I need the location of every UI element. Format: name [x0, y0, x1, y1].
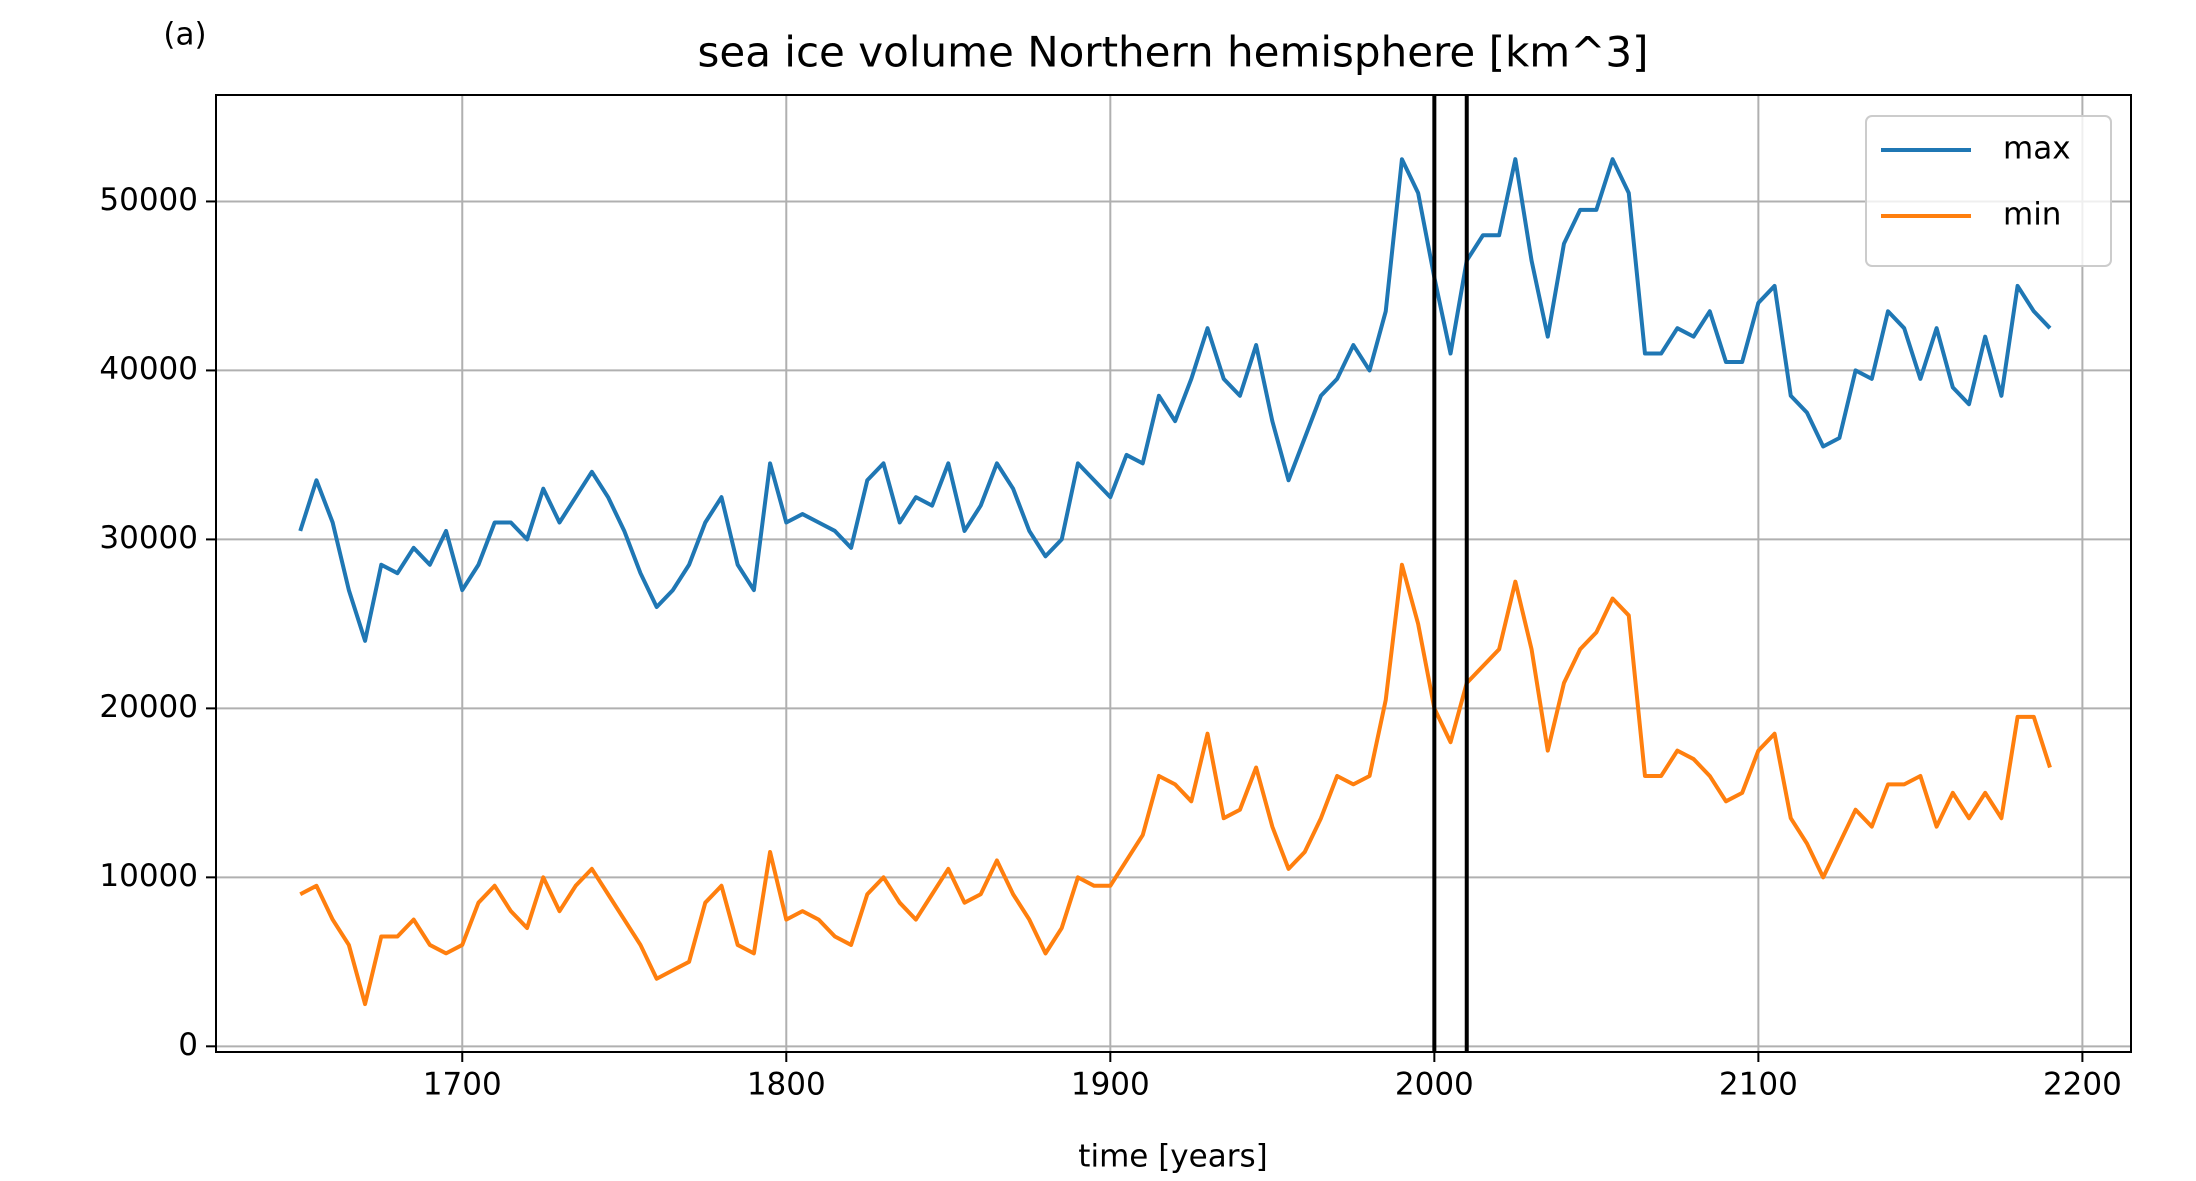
x-tick-label: 1900	[1071, 1067, 1150, 1103]
y-tick-label: 10000	[99, 858, 198, 894]
plot-frame	[215, 94, 2132, 1053]
legend-label: min	[2003, 197, 2061, 233]
y-tick-label: 20000	[99, 689, 198, 725]
line-series	[298, 157, 2052, 643]
x-tick-label: 1700	[423, 1067, 502, 1103]
x-axis-label: time [years]	[1078, 1139, 1267, 1175]
line-series	[299, 562, 2052, 1007]
x-tick-label: 2000	[1395, 1067, 1474, 1103]
legend-label: max	[2003, 131, 2071, 167]
y-tick-label: 50000	[99, 182, 198, 218]
y-tick-label: 40000	[99, 351, 198, 387]
y-tick-label: 30000	[99, 520, 198, 556]
legend-box	[1865, 115, 2112, 267]
x-tick-label: 1800	[747, 1067, 826, 1103]
chart-title: sea ice volume Northern hemisphere [km^3…	[697, 28, 1648, 77]
panel-label: (a)	[163, 17, 206, 53]
x-tick-label: 2100	[1719, 1067, 1798, 1103]
x-tick-label: 2200	[2043, 1067, 2122, 1103]
y-tick-label: 0	[178, 1027, 198, 1063]
